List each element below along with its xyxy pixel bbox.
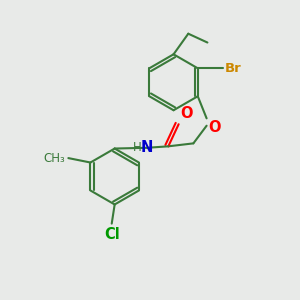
Text: N: N <box>141 140 153 155</box>
Text: H: H <box>133 141 142 154</box>
Text: O: O <box>180 106 193 121</box>
Text: Br: Br <box>225 62 242 75</box>
Text: Cl: Cl <box>104 226 120 242</box>
Text: O: O <box>208 120 220 135</box>
Text: CH₃: CH₃ <box>44 152 65 165</box>
